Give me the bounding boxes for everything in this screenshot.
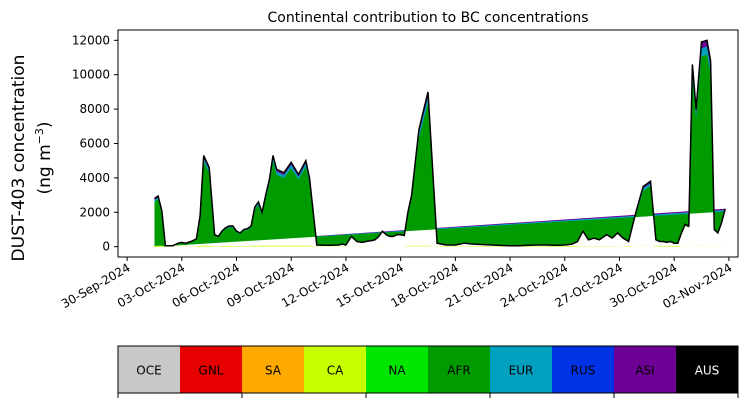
plot-area (154, 39, 726, 247)
legend-label-na: NA (388, 364, 406, 378)
legend-label-aus: AUS (695, 364, 720, 378)
y-axis-unit-prefix: (ng m (35, 144, 55, 194)
legend-swatch-rus (552, 346, 615, 393)
legend-swatch-ca (304, 346, 367, 393)
y-tick-label: 10000 (72, 68, 110, 82)
y-tick-label: 12000 (72, 33, 110, 47)
legend-swatch-asi (614, 346, 677, 393)
legend-label-ca: CA (327, 364, 344, 378)
legend-frame (117, 345, 739, 394)
legend-swatch-gnl (180, 346, 243, 393)
legend-swatch-na (366, 346, 429, 393)
plot-frame (117, 29, 739, 258)
total-outline (154, 39, 726, 247)
legend-label-rus: RUS (571, 364, 596, 378)
y-tick-label: 8000 (79, 102, 110, 116)
y-tick-label: 4000 (79, 171, 110, 185)
legend-label-eur: EUR (509, 364, 534, 378)
y-axis-unit-sup: −3 (33, 128, 46, 144)
x-axis: 30-Sep-202403-Oct-202406-Oct-202409-Oct-… (59, 257, 734, 311)
y-axis-label-line1: DUST-403 concentration (9, 55, 29, 262)
area-afr (154, 54, 726, 247)
y-tick-label: 2000 (79, 205, 110, 219)
y-axis-unit: (ng m−3) (33, 121, 55, 194)
y-axis-unit-suffix: ) (35, 121, 55, 128)
legend-swatch-afr (428, 346, 491, 393)
y-tick-label: 0 (102, 240, 110, 254)
legend-label-sa: SA (265, 364, 282, 378)
y-axis: 0 2000 4000 6000 8000 10000 12000 (72, 33, 118, 254)
legend-swatch-sa (242, 346, 305, 393)
legend-swatch-eur (490, 346, 553, 393)
chart-title: Continental contribution to BC concentra… (267, 10, 588, 26)
legend-label-asi: ASI (635, 364, 654, 378)
legend-label-gnl: GNL (199, 364, 224, 378)
legend-label-afr: AFR (447, 364, 470, 378)
legend-swatch-aus (676, 346, 739, 393)
legend-swatch-oce (118, 346, 181, 393)
area-ca (154, 245, 726, 247)
y-tick-label: 6000 (79, 137, 110, 151)
y-axis-label: DUST-403 concentration (9, 55, 29, 262)
legend-colorbar: OCE GNL SA CA NA AFR EUR RUS ASI AUS (117, 345, 739, 398)
legend-label-oce: OCE (136, 364, 161, 378)
